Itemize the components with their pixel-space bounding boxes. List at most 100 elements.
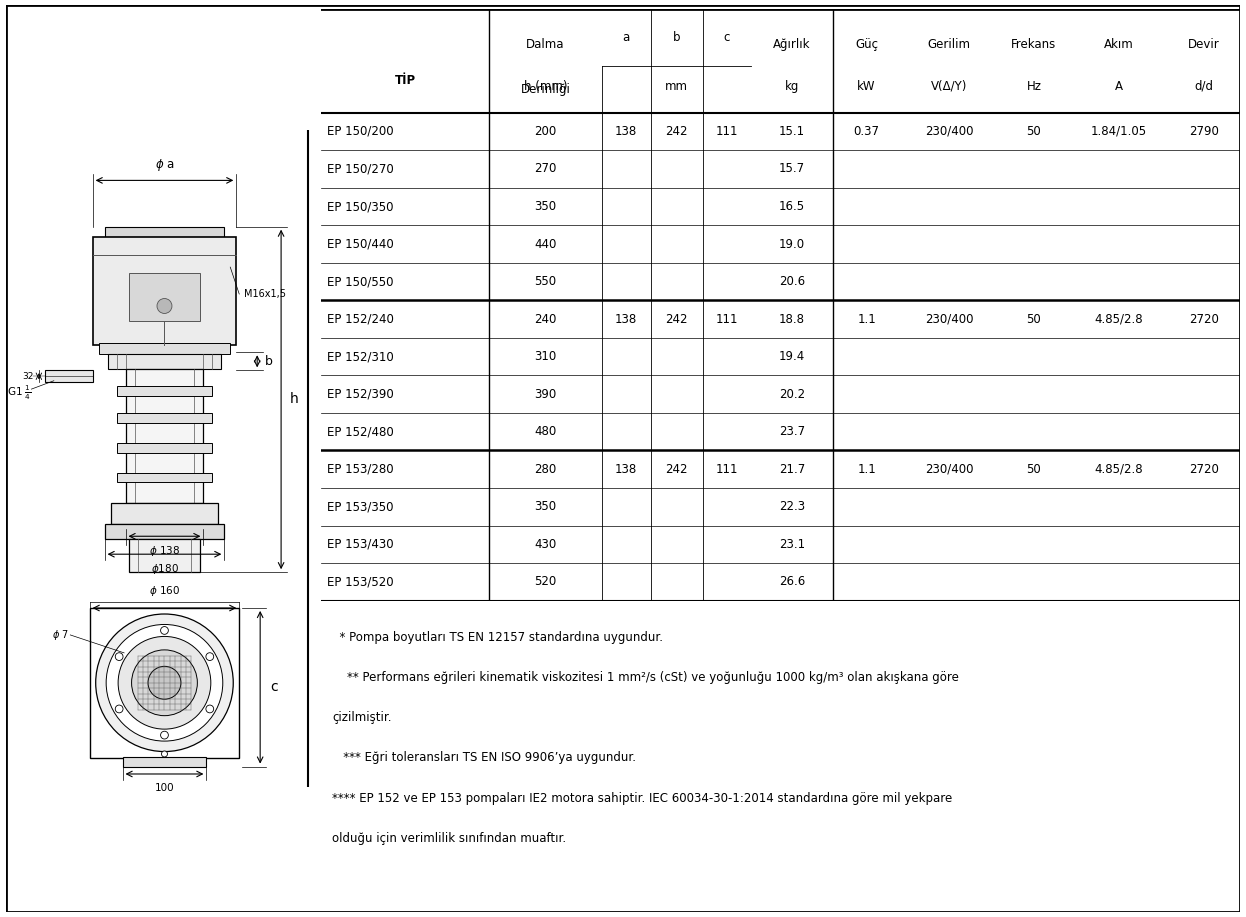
Bar — [128, 539, 201, 572]
Circle shape — [206, 653, 213, 660]
Text: 280: 280 — [535, 463, 557, 476]
Text: 230/400: 230/400 — [925, 125, 973, 138]
Text: kg: kg — [785, 80, 799, 93]
Text: 242: 242 — [665, 463, 688, 476]
Text: EP 150/270: EP 150/270 — [326, 162, 394, 175]
Text: 310: 310 — [535, 350, 557, 363]
Text: 200: 200 — [535, 125, 557, 138]
Text: 1.1: 1.1 — [857, 463, 876, 476]
Bar — [126, 369, 203, 503]
Bar — [122, 757, 207, 767]
Text: 26.6: 26.6 — [779, 575, 805, 589]
Text: 20.6: 20.6 — [779, 275, 805, 288]
Text: Devir: Devir — [1187, 39, 1220, 51]
Circle shape — [161, 731, 168, 739]
Text: c: c — [270, 680, 278, 694]
Text: A: A — [1115, 80, 1123, 93]
Text: b: b — [264, 355, 273, 368]
Text: $\phi$ 138: $\phi$ 138 — [148, 544, 181, 558]
Text: 4.85/2.8: 4.85/2.8 — [1094, 463, 1143, 476]
Text: çizilmiştir.: çizilmiştir. — [333, 712, 392, 724]
Text: **** EP 152 ve EP 153 pompaları IE2 motora sahiptir. IEC 60034-30-1:2014 standar: **** EP 152 ve EP 153 pompaları IE2 moto… — [333, 791, 953, 804]
Bar — [92, 238, 237, 345]
Text: $\phi$ 7: $\phi$ 7 — [52, 628, 69, 642]
Text: TİP: TİP — [395, 73, 416, 86]
Text: EP 152/310: EP 152/310 — [326, 350, 394, 363]
Text: $\phi$180: $\phi$180 — [151, 562, 178, 576]
Text: *** Eğri toleransları TS EN ISO 9906’ya uygundur.: *** Eğri toleransları TS EN ISO 9906’ya … — [333, 751, 637, 765]
Text: 2720: 2720 — [1189, 313, 1219, 326]
Text: 270: 270 — [535, 162, 557, 175]
Text: 350: 350 — [535, 501, 557, 514]
Text: Gerilim: Gerilim — [927, 39, 971, 51]
Circle shape — [148, 667, 181, 700]
Text: EP 152/240: EP 152/240 — [326, 313, 394, 326]
Text: 430: 430 — [535, 538, 557, 551]
Text: 23.1: 23.1 — [779, 538, 805, 551]
Bar — [107, 354, 222, 369]
Text: 1.1: 1.1 — [857, 313, 876, 326]
Text: 350: 350 — [535, 200, 557, 213]
Text: Akım: Akım — [1104, 39, 1134, 51]
Text: 2790: 2790 — [1189, 125, 1219, 138]
Text: 50: 50 — [1027, 125, 1042, 138]
Bar — [117, 413, 212, 423]
Text: 16.5: 16.5 — [779, 200, 805, 213]
Text: 19.0: 19.0 — [779, 238, 805, 250]
Text: EP 152/390: EP 152/390 — [326, 388, 394, 401]
Text: 100: 100 — [155, 783, 174, 793]
Bar — [117, 473, 212, 482]
Text: 480: 480 — [535, 425, 557, 438]
Text: 2720: 2720 — [1189, 463, 1219, 476]
Text: kW: kW — [857, 80, 876, 93]
Text: Dalma: Dalma — [526, 39, 564, 51]
Text: 230/400: 230/400 — [925, 463, 973, 476]
Bar — [90, 608, 239, 757]
Text: 240: 240 — [535, 313, 557, 326]
Bar — [98, 343, 231, 354]
Text: 32: 32 — [22, 371, 34, 381]
Text: Hz: Hz — [1027, 80, 1042, 93]
Text: 242: 242 — [665, 313, 688, 326]
Text: 15.7: 15.7 — [779, 162, 805, 175]
Text: olduğu için verimlilik sınıfından muaftır.: olduğu için verimlilik sınıfından muaftı… — [333, 832, 567, 845]
Text: $\phi$ a: $\phi$ a — [155, 157, 174, 173]
Bar — [117, 386, 212, 396]
Text: EP 150/440: EP 150/440 — [326, 238, 394, 250]
Text: ** Performans eğrileri kinematik viskozitesi 1 mm²/s (cSt) ve yoğunluğu 1000 kg/: ** Performans eğrileri kinematik viskozi… — [333, 671, 959, 684]
Text: EP 150/550: EP 150/550 — [326, 275, 394, 288]
Bar — [111, 503, 218, 525]
Text: c: c — [724, 31, 730, 44]
Text: V(Δ/Y): V(Δ/Y) — [931, 80, 967, 93]
Text: M16x1,5: M16x1,5 — [244, 289, 285, 299]
Text: 111: 111 — [715, 313, 738, 326]
Text: 111: 111 — [715, 125, 738, 138]
Text: h (mm): h (mm) — [523, 80, 567, 93]
Circle shape — [106, 624, 223, 741]
Text: EP 153/430: EP 153/430 — [326, 538, 394, 551]
Circle shape — [96, 614, 233, 752]
Text: EP 150/350: EP 150/350 — [326, 200, 394, 213]
Text: 550: 550 — [535, 275, 557, 288]
Text: * Pompa boyutları TS EN 12157 standardına uygundur.: * Pompa boyutları TS EN 12157 standardın… — [333, 631, 663, 644]
Text: $\phi$ 160: $\phi$ 160 — [148, 583, 181, 598]
Text: 4.85/2.8: 4.85/2.8 — [1094, 313, 1143, 326]
Circle shape — [161, 626, 168, 635]
Text: G1 $\mathregular{\frac{1}{4}}$: G1 $\mathregular{\frac{1}{4}}$ — [7, 383, 31, 402]
Text: EP 150/200: EP 150/200 — [326, 125, 394, 138]
Text: 138: 138 — [616, 313, 638, 326]
Circle shape — [116, 653, 123, 660]
Bar — [45, 370, 92, 382]
Circle shape — [132, 650, 197, 715]
Text: Derinliği: Derinliği — [521, 83, 571, 95]
Text: 21.7: 21.7 — [779, 463, 805, 476]
Circle shape — [162, 751, 167, 757]
Text: 138: 138 — [616, 125, 638, 138]
Text: 22.3: 22.3 — [779, 501, 805, 514]
Text: EP 153/350: EP 153/350 — [326, 501, 394, 514]
Text: 390: 390 — [535, 388, 557, 401]
Circle shape — [206, 705, 213, 713]
Bar — [105, 525, 224, 539]
Text: mm: mm — [665, 80, 688, 93]
Bar — [128, 273, 201, 321]
